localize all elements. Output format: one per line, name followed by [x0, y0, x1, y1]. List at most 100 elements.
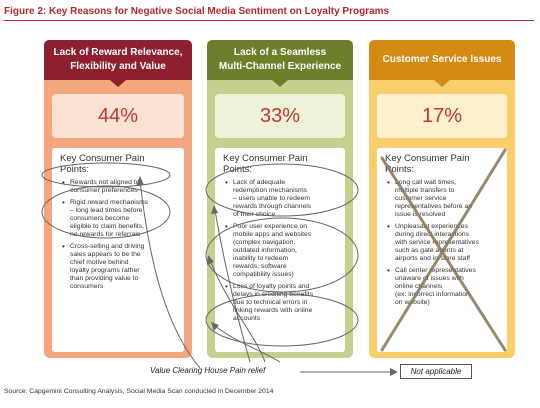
point-line: (ex: incorrect information: [395, 291, 470, 298]
point-line: unaware of issues with: [395, 275, 464, 282]
column-reward-relevance: Lack of Reward Relevance, Flexibility an…: [44, 40, 192, 358]
point-line: outdated information,: [233, 247, 297, 254]
point-line: – long lead times before: [70, 207, 143, 214]
column-customer-service: Customer Service Issues 17% Key Consumer…: [369, 40, 515, 358]
arrow-head: [390, 368, 398, 376]
point-line: Rigid reward mechanisms: [70, 199, 149, 206]
pain-points-heading: Key Consumer Pain Points:: [385, 153, 499, 175]
pain-points-list: Rewards not aligned to consumer preferen…: [60, 179, 176, 291]
arrow-line: [139, 179, 201, 369]
pain-points-panel: Key Consumer Pain Points: Lack of adequa…: [215, 148, 345, 352]
point-line: consumer preferences: [70, 187, 138, 194]
figure-title: Figure 2: Key Reasons for Negative Socia…: [4, 6, 390, 17]
heading-line: Points:: [60, 164, 90, 175]
point-line: rewards through channels: [233, 203, 312, 210]
not-applicable-box: Not applicable: [400, 364, 472, 379]
point-line: multiple transfers to: [395, 187, 455, 194]
heading-line: Points:: [385, 164, 415, 175]
highlight-ellipse: [205, 217, 359, 293]
pain-points-panel: Key Consumer Pain Points: Rewards not al…: [52, 148, 184, 352]
arrow-head: [211, 205, 218, 214]
point-line: Long call wait times,: [395, 179, 457, 186]
point-line: Lack of adequate: [233, 179, 286, 186]
header-pointer: [434, 80, 450, 87]
cross-stroke: [380, 156, 507, 352]
point-line: loyalty programs rather: [70, 267, 140, 274]
relief-label: Value Clearing House Pain relief: [150, 366, 266, 375]
heading-line: Points:: [223, 164, 253, 175]
point-line: Loss of loyalty points and: [233, 283, 310, 290]
pain-point: Cross-selling and driving sales appears …: [62, 243, 176, 291]
cross-stroke: [380, 148, 507, 352]
point-line: redemption mechanisms: [233, 187, 308, 194]
column-body: 44% Key Consumer Pain Points: Rewards no…: [44, 80, 192, 358]
point-line: than providing value to: [70, 275, 139, 282]
point-line: sales appears to be the: [70, 251, 141, 258]
header-line: Lack of Reward Relevance,: [53, 47, 183, 58]
point-line: such as gate agents at: [395, 247, 464, 254]
pain-point: Poor user experience on mobile apps and …: [225, 223, 337, 279]
point-line: no rewards for referrals: [70, 231, 141, 238]
pain-point: Rigid reward mechanisms – long lead time…: [62, 199, 176, 239]
header-line: Customer Service Issues: [382, 54, 502, 65]
arrow-line: [209, 259, 266, 363]
header-pointer: [110, 80, 126, 87]
point-line: airports and in-store staff: [395, 255, 471, 262]
arrow-line: [214, 209, 251, 363]
column-body: 33% Key Consumer Pain Points: Lack of ad…: [207, 80, 353, 358]
point-line: eligible to claim benefits,: [70, 223, 145, 230]
header-line: Multi-Channel Experience: [218, 61, 342, 72]
source-note: Source: Capgemini Consulting Analysis, S…: [4, 388, 274, 395]
pain-points-heading: Key Consumer Pain Points:: [223, 153, 337, 175]
point-line: online channels: [395, 283, 443, 290]
point-line: Call center representatives: [395, 267, 476, 274]
percentage-value: 44%: [52, 94, 184, 138]
column-multichannel: Lack of a Seamless Multi-Channel Experie…: [207, 40, 353, 358]
point-line: mobile apps and websites: [233, 231, 312, 238]
header-line: Flexibility and Value: [70, 61, 166, 72]
point-line: chief motive behind: [70, 259, 129, 266]
point-line: (complex navigation,: [233, 239, 296, 246]
point-line: issue is resolved: [395, 211, 446, 218]
arrow-head: [207, 255, 214, 265]
percentage-value: 17%: [377, 94, 507, 138]
point-line: customer service: [395, 195, 447, 202]
column-header: Lack of Reward Relevance, Flexibility an…: [44, 40, 192, 80]
column-header: Lack of a Seamless Multi-Channel Experie…: [207, 40, 353, 80]
title-rule: [4, 20, 534, 21]
column-body: 17% Key Consumer Pain Points: Long call …: [369, 80, 515, 358]
highlight-ellipse: [41, 185, 171, 239]
arrow-line: [214, 325, 281, 363]
pain-points-heading: Key Consumer Pain Points:: [60, 153, 176, 175]
point-line: Cross-selling and driving: [70, 243, 145, 250]
point-line: Unpleasant experiences: [395, 223, 468, 230]
highlight-ellipse: [41, 162, 171, 188]
point-line: inability to redeem: [233, 255, 289, 262]
highlight-ellipse: [205, 163, 359, 217]
header-pointer: [272, 80, 288, 87]
highlight-ellipse: [205, 293, 359, 347]
point-line: Poor user experience on: [233, 223, 308, 230]
point-line: representatives before an: [395, 203, 473, 210]
header-line: Lack of a Seamless: [233, 47, 327, 58]
point-line: due to technical errors in: [233, 299, 308, 306]
pain-points-list: Lack of adequate redemption mechanisms –…: [223, 179, 337, 323]
column-header: Customer Service Issues: [369, 40, 515, 80]
arrow-head: [136, 176, 144, 186]
point-line: consumers: [70, 283, 104, 290]
point-line: – users unable to redeem: [233, 195, 311, 202]
heading-line: Key Consumer Pain: [60, 153, 145, 164]
pain-point: Long call wait times, multiple transfers…: [387, 179, 499, 219]
arrow-head: [211, 322, 219, 331]
heading-line: Key Consumer Pain: [385, 153, 470, 164]
point-line: Rewards not aligned to: [70, 179, 140, 186]
point-line: compatibility issues): [233, 271, 294, 278]
heading-line: Key Consumer Pain: [223, 153, 308, 164]
point-line: consumers become: [70, 215, 130, 222]
pain-point: Rewards not aligned to consumer preferen…: [62, 179, 176, 195]
point-line: accounts: [233, 315, 261, 322]
point-line: linking rewards with online: [233, 307, 313, 314]
point-line: rewards, software: [233, 263, 287, 270]
percentage-value: 33%: [215, 94, 345, 138]
